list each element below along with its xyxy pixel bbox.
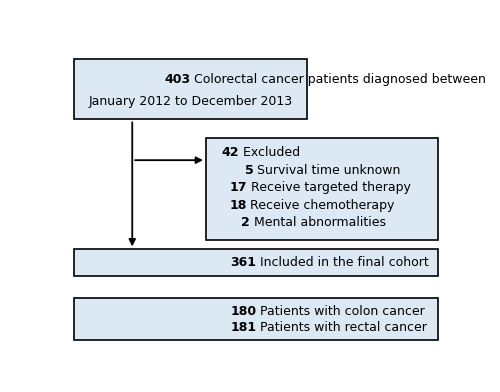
Text: Excluded: Excluded xyxy=(239,147,300,160)
Text: Receive targeted therapy: Receive targeted therapy xyxy=(246,181,410,194)
Text: 181: 181 xyxy=(230,321,256,334)
FancyBboxPatch shape xyxy=(206,138,438,240)
Text: Survival time unknown: Survival time unknown xyxy=(254,164,401,177)
FancyBboxPatch shape xyxy=(74,249,438,276)
Text: 361: 361 xyxy=(230,256,256,269)
Text: Colorectal cancer patients diagnosed between: Colorectal cancer patients diagnosed bet… xyxy=(190,73,486,85)
Text: 403: 403 xyxy=(164,73,190,85)
FancyBboxPatch shape xyxy=(74,298,438,340)
Text: Included in the final cohort: Included in the final cohort xyxy=(256,256,429,269)
Text: 5: 5 xyxy=(244,164,254,177)
Text: Patients with colon cancer: Patients with colon cancer xyxy=(256,305,425,318)
Text: 18: 18 xyxy=(229,199,246,212)
Text: 180: 180 xyxy=(230,305,256,318)
Text: 2: 2 xyxy=(241,216,250,229)
Text: 17: 17 xyxy=(229,181,246,194)
Text: January 2012 to December 2013: January 2012 to December 2013 xyxy=(88,95,292,108)
Text: Receive chemotherapy: Receive chemotherapy xyxy=(246,199,395,212)
Text: 42: 42 xyxy=(222,147,239,160)
Text: Mental abnormalities: Mental abnormalities xyxy=(250,216,386,229)
FancyBboxPatch shape xyxy=(74,59,306,120)
Text: Patients with rectal cancer: Patients with rectal cancer xyxy=(256,321,427,334)
